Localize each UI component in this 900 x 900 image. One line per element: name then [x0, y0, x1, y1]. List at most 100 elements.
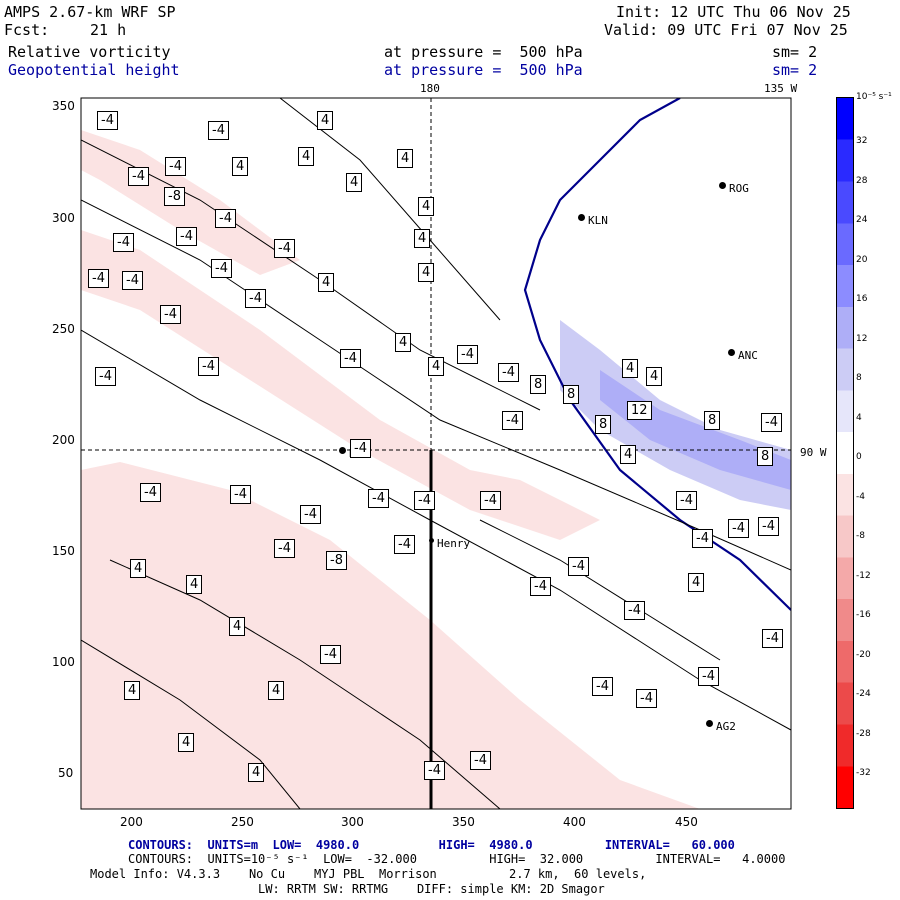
station-label-anc: ANC [738, 349, 758, 362]
colorbar-label: 20 [856, 254, 868, 265]
meridian-135w-label: 135 W [764, 82, 798, 95]
contour-label: -8 [326, 551, 347, 570]
field1-level: at pressure = 500 hPa [384, 43, 583, 61]
contour-label: -4 [208, 121, 229, 140]
colorbar [836, 97, 854, 809]
station-marker[interactable] [728, 349, 735, 356]
meridian-180-label: 180 [420, 82, 440, 95]
contour-label: -4 [128, 167, 149, 186]
forecast-hour: 21 h [90, 21, 127, 39]
footer-contours-vorticity: CONTOURS: UNITS=10⁻⁵ s⁻¹ LOW= -32.000 HI… [128, 852, 786, 866]
contour-label: -4 [97, 111, 118, 130]
contour-label: 4 [428, 357, 445, 376]
contour-label: -4 [394, 535, 415, 554]
contour-label: -4 [211, 259, 232, 278]
contour-label: 8 [595, 415, 612, 434]
station-label-henry: Henry [437, 537, 471, 550]
contour-label: 12 [627, 401, 652, 420]
contour-label: -4 [113, 233, 134, 252]
contour-label: -4 [457, 345, 478, 364]
x-tick: 300 [341, 815, 364, 829]
x-tick: 250 [231, 815, 254, 829]
contour-label: -4 [568, 557, 589, 576]
y-tick: 200 [52, 433, 75, 447]
contour-label: 4 [248, 763, 265, 782]
contour-label: -4 [245, 289, 266, 308]
contour-label: -4 [761, 413, 782, 432]
contour-label: -4 [692, 529, 713, 548]
colorbar-label: -8 [856, 531, 865, 541]
contour-label: -4 [140, 483, 161, 502]
contour-label: 4 [124, 681, 141, 700]
contour-label: -4 [350, 439, 371, 458]
colorbar-label: 4 [856, 412, 862, 423]
contour-label: -4 [368, 489, 389, 508]
contour-label: -4 [502, 411, 523, 430]
contour-label: 4 [268, 681, 285, 700]
contour-label: 4 [622, 359, 639, 378]
contour-label: 4 [232, 157, 249, 176]
colorbar-label: -32 [856, 768, 871, 778]
station-marker[interactable] [339, 447, 346, 454]
contour-label: -4 [230, 485, 251, 504]
contour-label: 4 [229, 617, 246, 636]
station-marker[interactable] [578, 214, 585, 221]
x-tick: 350 [452, 815, 475, 829]
contour-label: -4 [530, 577, 551, 596]
y-tick: 50 [58, 766, 74, 780]
negative-vorticity-band-main [81, 462, 700, 809]
y-tick: 350 [52, 99, 75, 113]
contour-label: 8 [757, 447, 774, 466]
contour-label: -4 [198, 357, 219, 376]
valid-time: Valid: 09 UTC Fri 07 Nov 25 [604, 21, 848, 39]
field2-smoothing: sm= 2 [772, 61, 818, 79]
parallel-90w-label: 90 W [800, 446, 827, 459]
negative-vorticity-band-north [81, 130, 300, 275]
colorbar-label: 0 [856, 452, 862, 462]
field1-name: Relative vorticity [8, 43, 171, 61]
contour-label: 4 [620, 445, 637, 464]
contour-label: 4 [298, 147, 315, 166]
contour-label: 4 [346, 173, 363, 192]
footer-physics-info: LW: RRTM SW: RRTMG DIFF: simple KM: 2D S… [258, 882, 605, 896]
contour-label: 4 [418, 197, 435, 216]
station-label-rog: ROG [729, 182, 749, 195]
geopotential-contour [523, 98, 791, 611]
station-marker[interactable] [719, 182, 726, 189]
colorbar-label: -28 [856, 728, 871, 739]
contour-label: -4 [624, 601, 645, 620]
contour-label: 4 [186, 575, 203, 594]
contour-label: 4 [395, 333, 412, 352]
colorbar-label: 32 [856, 136, 868, 146]
contour-label: -4 [698, 667, 719, 686]
footer-contours-height: CONTOURS: UNITS=m LOW= 4980.0 HIGH= 4980… [128, 838, 735, 852]
contour-label: -4 [88, 269, 109, 288]
colorbar-label: 12 [856, 333, 868, 344]
station-marker[interactable] [706, 720, 713, 727]
init-time: Init: 12 UTC Thu 06 Nov 25 [616, 3, 851, 21]
contour-label: -4 [320, 645, 341, 664]
y-tick: 300 [52, 211, 75, 225]
contour-label: -4 [160, 305, 181, 324]
colorbar-label: -24 [856, 689, 871, 699]
colorbar-label: -12 [856, 570, 871, 581]
y-tick: 100 [52, 655, 75, 669]
contour-label: 8 [530, 375, 547, 394]
contour-label: -4 [480, 491, 501, 510]
station-label-kln: KLN [588, 214, 608, 227]
contour-label: 4 [418, 263, 435, 282]
contour-label: 4 [178, 733, 195, 752]
y-tick: 150 [52, 544, 75, 558]
station-label-ag2: AG2 [716, 720, 736, 733]
contour-label: -4 [122, 271, 143, 290]
colorbar-label: -4 [856, 491, 865, 502]
station-marker[interactable] [429, 538, 434, 543]
negative-vorticity-band-upper [81, 230, 600, 540]
contour-label: -4 [636, 689, 657, 708]
colorbar-label: 16 [856, 294, 868, 304]
contour-label: 4 [646, 367, 663, 386]
contour-label: -4 [340, 349, 361, 368]
contour-label: -4 [762, 629, 783, 648]
contour-label: -8 [164, 187, 185, 206]
